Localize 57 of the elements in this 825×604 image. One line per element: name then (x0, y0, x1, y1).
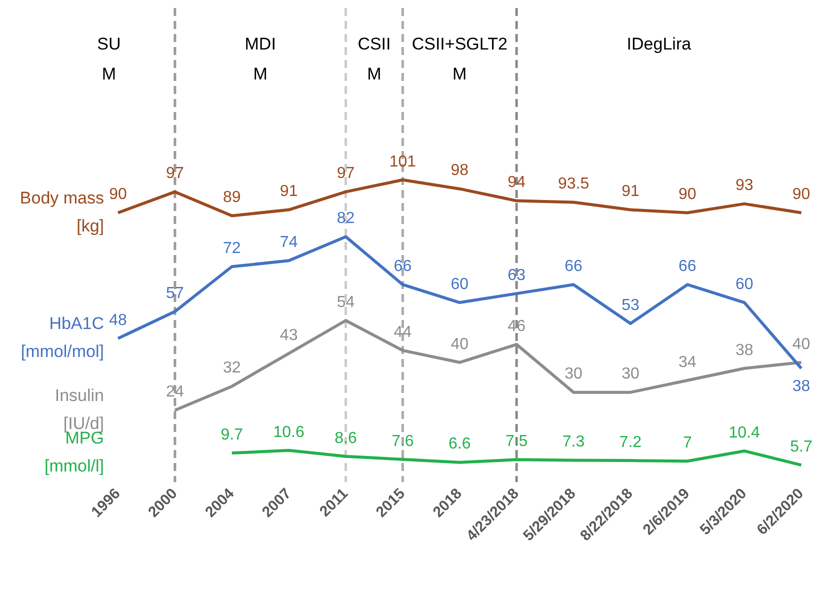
data-label: 34 (678, 354, 696, 371)
data-label: 97 (336, 165, 355, 182)
data-label: 60 (450, 276, 469, 293)
data-label: 98 (450, 162, 469, 180)
data-label: 7.6 (392, 432, 414, 450)
data-label: 24 (166, 384, 184, 401)
data-label: 93.5 (558, 176, 590, 193)
data-label: 91 (622, 183, 640, 200)
data-label: 10.4 (728, 424, 760, 442)
data-label: 91 (280, 183, 298, 200)
data-label: 43 (280, 326, 298, 344)
data-label: 89 (222, 189, 241, 206)
data-label: 40 (450, 336, 469, 353)
data-label: 46 (508, 318, 526, 335)
data-label: 66 (394, 258, 412, 275)
data-label: 90 (678, 186, 696, 204)
data-label: 60 (735, 276, 754, 293)
data-label: 90 (792, 186, 810, 204)
data-label: 38 (735, 342, 754, 359)
text: SU M (97, 34, 121, 84)
data-label: 54 (336, 294, 355, 311)
data-label: 63 (508, 266, 526, 284)
series-label: HbA1C [mmol/mol] (20, 314, 104, 362)
data-label: 6.6 (448, 436, 471, 453)
text: Insulin [IU/d] (54, 386, 104, 433)
data-label: 66 (564, 258, 583, 275)
data-label: 7 (682, 434, 692, 452)
data-label: 8.6 (334, 430, 357, 447)
data-label: 101 (389, 153, 416, 170)
data-label: 7.2 (619, 434, 642, 451)
data-label: 44 (394, 324, 412, 341)
data-label: 7.5 (505, 433, 528, 450)
data-label: 94 (508, 174, 526, 192)
data-label: 10.6 (273, 424, 304, 441)
data-label: 40 (792, 336, 810, 353)
series-label: Body mass [kg] (20, 188, 104, 236)
data-label: 53 (622, 296, 640, 314)
text: MDI M (244, 34, 276, 84)
data-label: 30 (622, 366, 640, 383)
data-label: 38 (792, 378, 810, 395)
data-label: 7.3 (562, 434, 585, 451)
data-label: 66 (678, 258, 696, 275)
data-label: 57 (166, 284, 184, 302)
text: CSII M (358, 34, 391, 84)
text: IDegLira (626, 34, 692, 54)
data-label: 72 (222, 240, 241, 258)
data-label: 48 (109, 312, 127, 329)
data-label: 90 (109, 186, 127, 204)
data-label: 9.7 (220, 426, 244, 444)
data-label: 82 (336, 210, 355, 228)
text: CSII+SGLT2 M (412, 34, 508, 84)
data-label: 32 (222, 360, 241, 377)
data-label: 5.7 (790, 438, 812, 456)
data-label: 93 (735, 177, 754, 194)
data-label: 97 (166, 165, 184, 182)
data-label: 30 (564, 366, 583, 383)
data-label: 74 (280, 234, 298, 252)
